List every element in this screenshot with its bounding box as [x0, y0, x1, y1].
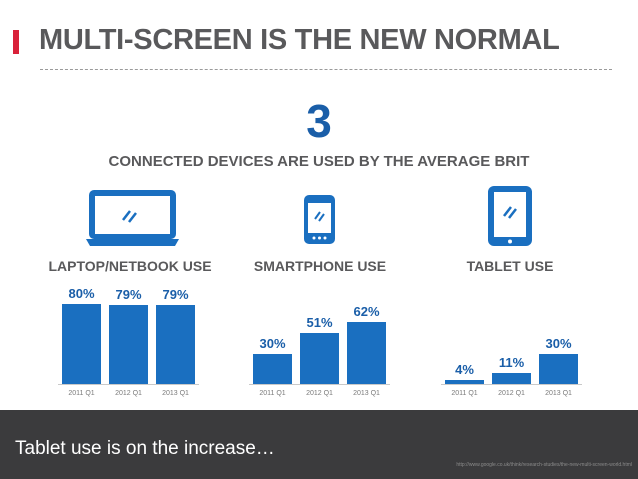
tablet-category-label-2: 2012 Q1 — [498, 390, 525, 397]
laptop-bar-2 — [109, 305, 148, 384]
tablet-value-label-2: 11% — [499, 355, 525, 370]
laptop-value-label-3: 79% — [162, 287, 188, 302]
page-title: MULTI-SCREEN IS THE NEW NORMAL — [39, 24, 560, 56]
laptop-bar-1 — [62, 304, 101, 384]
smartphone-bar-1 — [253, 354, 292, 384]
tablet-bar-2 — [492, 373, 531, 384]
smartphone-category-label-2: 2012 Q1 — [306, 390, 333, 397]
smartphone-value-label-1: 30% — [259, 336, 285, 351]
smartphone-category-label-1: 2011 Q1 — [259, 390, 285, 397]
laptop-value-label-2: 79% — [115, 287, 141, 302]
tablet-bar-1 — [445, 380, 484, 384]
laptop-value-label-1: 80% — [68, 286, 94, 301]
tablet-category-label-1: 2011 Q1 — [451, 390, 477, 397]
smartphone-value-label-3: 62% — [353, 304, 379, 319]
laptop-category-label-1: 2011 Q1 — [68, 390, 94, 397]
laptop-category-label-2: 2012 Q1 — [115, 390, 142, 397]
source-url: http://www.google.co.uk/think/research-s… — [456, 462, 632, 468]
laptop-bar-3 — [156, 305, 195, 384]
laptop-category-label-3: 2013 Q1 — [162, 390, 189, 397]
smartphone-category-label-3: 2013 Q1 — [353, 390, 380, 397]
smartphone-bar-3 — [347, 322, 386, 384]
laptop-use-label: LAPTOP/NETBOOK USE — [48, 258, 212, 274]
headline-number: 3 — [306, 95, 332, 147]
tablet-value-label-3: 30% — [545, 336, 571, 351]
tablet-bar-3 — [539, 354, 578, 384]
smartphone-bar-2 — [300, 333, 339, 384]
footer-caption: Tablet use is on the increase… — [15, 438, 275, 459]
footer-bar: Tablet use is on the increase… http://ww… — [0, 410, 638, 479]
laptop-icon — [86, 190, 179, 246]
tablet-category-label-3: 2013 Q1 — [545, 390, 572, 397]
headline-text: CONNECTED DEVICES ARE USED BY THE AVERAG… — [108, 153, 530, 170]
tablet-icon — [488, 186, 532, 246]
bar-charts: 80% 2011 Q1 79% 2012 Q1 79% 2013 Q1 30% 2011 Q1… — [58, 286, 582, 397]
title-divider — [40, 69, 612, 70]
tablet-use-label: TABLET USE — [466, 258, 554, 274]
tablet-value-label-1: 4% — [455, 362, 474, 377]
smartphone-use-label: SMARTPHONE USE — [253, 258, 387, 274]
title-accent-bar — [13, 30, 19, 54]
smartphone-value-label-2: 51% — [306, 315, 332, 330]
smartphone-icon — [304, 195, 335, 244]
